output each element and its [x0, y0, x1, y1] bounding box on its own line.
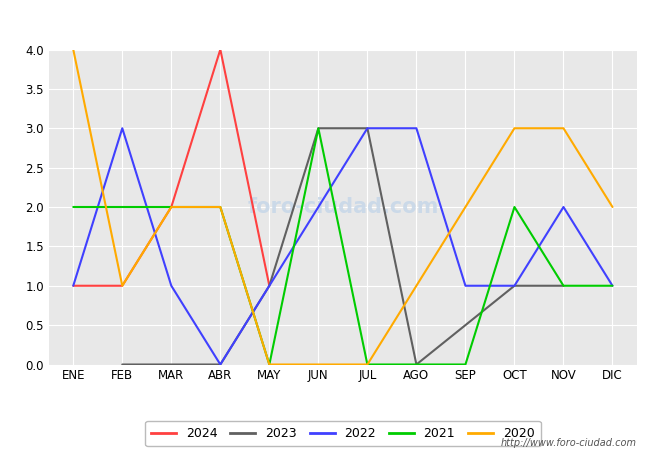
- 2023: [265, 283, 273, 288]
- 2022: [168, 283, 176, 288]
- 2023: [315, 126, 322, 131]
- 2021: [168, 204, 176, 210]
- 2021: [216, 204, 224, 210]
- 2023: [118, 362, 126, 367]
- 2023: [510, 283, 518, 288]
- Legend: 2024, 2023, 2022, 2021, 2020: 2024, 2023, 2022, 2021, 2020: [145, 421, 541, 446]
- 2020: [560, 126, 567, 131]
- 2022: [363, 126, 371, 131]
- Line: 2021: 2021: [73, 128, 612, 365]
- 2023: [560, 283, 567, 288]
- Line: 2020: 2020: [73, 50, 612, 365]
- Text: Matriculaciones de Vehiculos en Carme: Matriculaciones de Vehiculos en Carme: [162, 10, 488, 28]
- 2024: [168, 204, 176, 210]
- 2021: [363, 362, 371, 367]
- 2022: [216, 362, 224, 367]
- Text: foro-ciudad.com: foro-ciudad.com: [247, 197, 439, 217]
- 2020: [168, 204, 176, 210]
- 2021: [510, 204, 518, 210]
- 2022: [510, 283, 518, 288]
- 2022: [413, 126, 421, 131]
- 2023: [413, 362, 421, 367]
- 2020: [363, 362, 371, 367]
- 2021: [315, 126, 322, 131]
- 2020: [216, 204, 224, 210]
- 2022: [118, 126, 126, 131]
- Line: 2024: 2024: [73, 50, 269, 286]
- 2022: [315, 204, 322, 210]
- 2022: [70, 283, 77, 288]
- 2023: [168, 362, 176, 367]
- 2020: [413, 283, 421, 288]
- Line: 2022: 2022: [73, 128, 612, 365]
- 2020: [265, 362, 273, 367]
- Text: http://www.foro-ciudad.com: http://www.foro-ciudad.com: [501, 438, 637, 448]
- 2023: [363, 126, 371, 131]
- 2024: [216, 47, 224, 52]
- 2021: [608, 283, 616, 288]
- 2020: [118, 283, 126, 288]
- 2023: [216, 362, 224, 367]
- 2020: [608, 204, 616, 210]
- 2021: [265, 362, 273, 367]
- 2020: [510, 126, 518, 131]
- 2022: [462, 283, 469, 288]
- 2022: [265, 283, 273, 288]
- 2021: [70, 204, 77, 210]
- 2021: [118, 204, 126, 210]
- 2024: [118, 283, 126, 288]
- 2022: [608, 283, 616, 288]
- 2020: [70, 47, 77, 52]
- Line: 2023: 2023: [122, 128, 564, 365]
- 2021: [462, 362, 469, 367]
- 2022: [560, 204, 567, 210]
- 2024: [265, 283, 273, 288]
- 2021: [560, 283, 567, 288]
- 2021: [413, 362, 421, 367]
- 2024: [70, 283, 77, 288]
